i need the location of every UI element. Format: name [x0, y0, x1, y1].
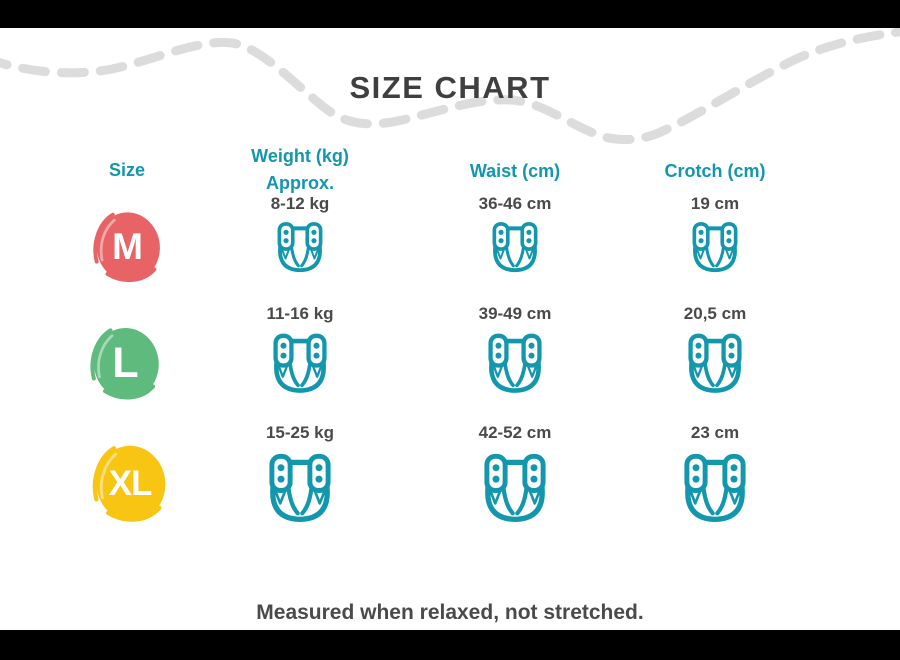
chart-canvas: SIZE CHART Size Weight (kg) Approx. Wais… [0, 28, 900, 630]
diaper-icon [682, 331, 748, 400]
measurement-footnote: Measured when relaxed, not stretched. [256, 601, 644, 624]
diaper-icon [262, 451, 338, 530]
diaper-icon [477, 451, 553, 530]
column-header-weight: Weight (kg) Approx. [251, 143, 349, 197]
crotch-value-xl: 23 cm [690, 423, 740, 442]
crotch-value-l: 20,5 cm [683, 304, 747, 323]
column-header-waist: Waist (cm) [469, 161, 561, 181]
size-badge-l: L [86, 320, 165, 407]
size-badge-l-label: L [112, 339, 139, 387]
letterbox-bar-top [0, 0, 900, 28]
diaper-icon [272, 220, 328, 278]
column-header-size: Size [108, 160, 146, 180]
weight-value-l: 11-16 kg [266, 304, 334, 323]
column-header-crotch: Crotch (cm) [664, 161, 766, 181]
waist-value-xl: 42-52 cm [478, 423, 552, 442]
size-badge-xl-label: XL [108, 463, 153, 503]
column-header-weight-line2: Approx. [265, 173, 334, 193]
size-badge-m-label: M [112, 226, 143, 267]
weight-value-xl: 15-25 kg [265, 423, 335, 442]
diaper-icon [267, 331, 333, 400]
size-badge-xl: XL [88, 438, 172, 529]
diaper-icon [677, 451, 753, 530]
column-header-weight-line1: Weight (kg) [251, 146, 349, 166]
waist-value-l: 39-49 cm [478, 304, 552, 323]
page-title: SIZE CHART [349, 70, 551, 105]
crotch-value-m: 19 cm [690, 194, 740, 213]
decorative-dashed-squiggle [0, 28, 900, 145]
size-badge-m: M [89, 207, 166, 287]
diaper-icon [687, 220, 743, 278]
letterbox-bar-bottom [0, 630, 900, 660]
diaper-icon [487, 220, 543, 278]
weight-value-m: 8-12 kg [270, 194, 330, 213]
diaper-icon [482, 331, 548, 400]
waist-value-m: 36-46 cm [478, 194, 552, 213]
